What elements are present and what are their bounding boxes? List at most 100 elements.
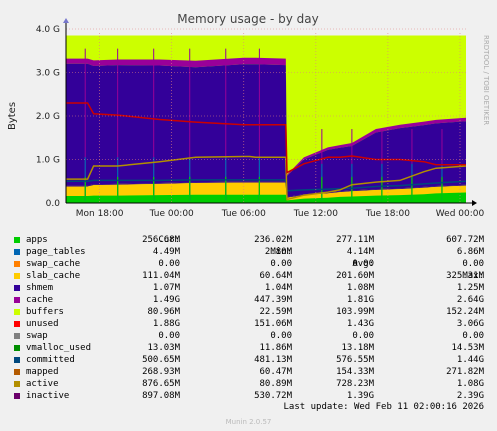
- legend-min: 151.06M: [254, 319, 292, 329]
- legend-name: inactive: [26, 391, 70, 401]
- legend-row-slab-cache: slab_cache 111.04M 60.64M 201.60M 325.31M: [14, 270, 484, 282]
- legend-name: slab_cache: [26, 271, 81, 281]
- legend-min: 11.86M: [259, 343, 292, 353]
- legend-min: 2.80M: [264, 247, 292, 257]
- legend-name: buffers: [26, 307, 64, 317]
- legend-cur: 111.04M: [142, 271, 180, 281]
- header-min: Min:: [270, 247, 292, 257]
- legend-min: 481.13M: [254, 355, 292, 365]
- legend: Cur: Min: Avg: Max: apps 256.68M 236.02M 27…: [14, 222, 484, 402]
- legend-row-swap: swap 0.00 0.00 0.00 0.00: [14, 330, 484, 342]
- legend-avg: 1.08M: [346, 283, 374, 293]
- x-tick-label: Mon 18:00: [76, 209, 124, 219]
- legend-swatch: [14, 369, 20, 375]
- legend-row-buffers: buffers 80.96M 22.59M 103.99M 152.24M: [14, 306, 484, 318]
- legend-name: apps: [26, 235, 48, 245]
- legend-cur: 1.07M: [152, 283, 180, 293]
- y-tick-label: 0.0: [46, 199, 61, 209]
- legend-min: 0.00: [270, 259, 292, 269]
- x-tick-label: Tue 06:00: [221, 209, 266, 219]
- legend-max: 3.06G: [456, 319, 484, 329]
- legend-avg: 1.43G: [346, 319, 374, 329]
- legend-cur: 500.65M: [142, 355, 180, 365]
- legend-row-cache: cache 1.49G 447.39M 1.81G 2.64G: [14, 294, 484, 306]
- legend-min: 60.47M: [259, 367, 292, 377]
- legend-name: swap_cache: [26, 259, 81, 269]
- legend-avg: 201.60M: [336, 271, 374, 281]
- legend-min: 0.00: [270, 331, 292, 341]
- legend-rows: apps 256.68M 236.02M 277.11M 607.72M page_tab…: [14, 234, 484, 402]
- x-tick-label: Wed 00:00: [436, 209, 485, 219]
- legend-avg: 277.11M: [336, 235, 374, 245]
- legend-avg: 154.33M: [336, 367, 374, 377]
- legend-max: 607.72M: [446, 235, 484, 245]
- legend-row-inactive: inactive 897.08M 530.72M 1.39G 2.39G: [14, 390, 484, 402]
- legend-cur: 13.03M: [147, 343, 180, 353]
- legend-row-page-tables: page_tables 4.49M 2.80M 4.14M 6.86M: [14, 246, 484, 258]
- legend-cur: 256.68M: [142, 235, 180, 245]
- legend-name: active: [26, 379, 59, 389]
- munin-version: Munin 2.0.57: [225, 418, 272, 426]
- header-avg: Avg:: [352, 259, 374, 269]
- x-tick-label: Tue 18:00: [365, 209, 410, 219]
- legend-avg: 103.99M: [336, 307, 374, 317]
- legend-name: unused: [26, 319, 59, 329]
- legend-row-active: active 876.65M 80.89M 728.23M 1.08G: [14, 378, 484, 390]
- legend-avg: 1.81G: [346, 295, 374, 305]
- legend-row-shmem: shmem 1.07M 1.04M 1.08M 1.25M: [14, 282, 484, 294]
- legend-cur: 80.96M: [147, 307, 180, 317]
- legend-row-committed: committed 500.65M 481.13M 576.55M 1.44G: [14, 354, 484, 366]
- legend-header: Cur: Min: Avg: Max:: [14, 222, 484, 281]
- legend-row-vmalloc-used: vmalloc_used 13.03M 11.86M 13.18M 14.53M: [14, 342, 484, 354]
- area-unused: [66, 35, 466, 175]
- legend-name: committed: [26, 355, 75, 365]
- legend-swatch: [14, 237, 20, 243]
- legend-max: 14.53M: [451, 343, 484, 353]
- x-tick-label: Tue 00:00: [149, 209, 194, 219]
- legend-swatch: [14, 381, 20, 387]
- legend-avg: 0.00: [352, 259, 374, 269]
- legend-max: 2.64G: [456, 295, 484, 305]
- legend-swatch: [14, 261, 20, 267]
- legend-swatch: [14, 321, 20, 327]
- legend-swatch: [14, 297, 20, 303]
- legend-min: 60.64M: [259, 271, 292, 281]
- area-cache: [66, 63, 466, 197]
- legend-swatch: [14, 333, 20, 339]
- legend-avg: 13.18M: [341, 343, 374, 353]
- area-slab-cache: [66, 182, 466, 201]
- legend-swatch: [14, 273, 20, 279]
- legend-cur: 4.49M: [152, 247, 180, 257]
- legend-name: shmem: [26, 283, 54, 293]
- y-axis-arrow: [63, 18, 69, 23]
- legend-swatch: [14, 285, 20, 291]
- legend-cur: 1.88G: [152, 319, 180, 329]
- legend-swatch: [14, 357, 20, 363]
- legend-max: 271.82M: [446, 367, 484, 377]
- legend-max: 2.39G: [456, 391, 484, 401]
- axes: 0.0 1.0 G 2.0 G 3.0 G 4.0 G Mon 18:00 Tue 00:0…: [36, 18, 485, 219]
- header-cur: Cur:: [158, 235, 180, 245]
- legend-max: 1.08G: [456, 379, 484, 389]
- line-active: [66, 155, 467, 201]
- legend-min: 1.04M: [264, 283, 292, 293]
- legend-row-unused: unused 1.88G 151.06M 1.43G 3.06G: [14, 318, 484, 330]
- last-update: Last update: Wed Feb 11 02:00:16 2026: [283, 402, 484, 412]
- legend-avg: 1.39G: [346, 391, 374, 401]
- legend-avg: 728.23M: [336, 379, 374, 389]
- legend-cur: 268.93M: [142, 367, 180, 377]
- legend-avg: 576.55M: [336, 355, 374, 365]
- legend-cur: 0.00: [158, 331, 180, 341]
- legend-row-apps: apps 256.68M 236.02M 277.11M 607.72M: [14, 234, 484, 246]
- x-tick-label: Tue 12:00: [293, 209, 338, 219]
- legend-min: 80.89M: [259, 379, 292, 389]
- legend-max: 1.44G: [456, 355, 484, 365]
- legend-swatch: [14, 249, 20, 255]
- legend-min: 236.02M: [254, 235, 292, 245]
- y-tick-label: 2.0 G: [36, 112, 60, 122]
- header-max: Max:: [462, 271, 484, 281]
- legend-max: 325.31M: [446, 271, 484, 281]
- x-axis-arrow: [472, 200, 477, 206]
- legend-min: 447.39M: [254, 295, 292, 305]
